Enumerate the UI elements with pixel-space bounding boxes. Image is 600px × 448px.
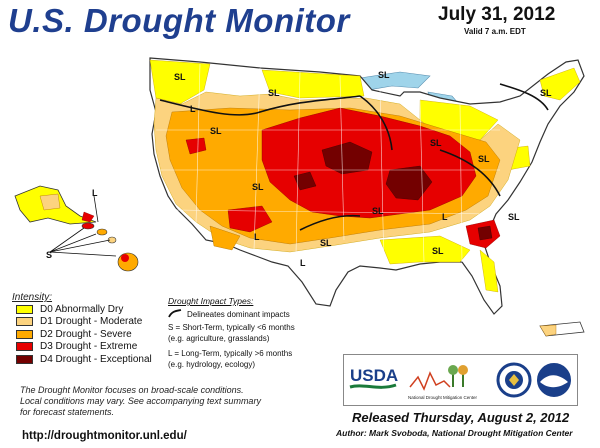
map-date: July 31, 2012: [438, 4, 556, 25]
map-label-sl: SL: [210, 126, 222, 136]
legend-label: D2 Drought - Severe: [40, 328, 132, 340]
logos-svg: USDA National Drought Mitigation Center: [349, 362, 571, 400]
legend-swatch-d0: [16, 304, 33, 314]
impact-title: Drought Impact Types:: [168, 296, 254, 306]
long-term-example: (e.g. hydrology, ecology): [168, 360, 256, 369]
map-label-s: S: [46, 250, 52, 260]
impact-types: Drought Impact Types: Delineates dominan…: [168, 296, 338, 371]
website-link[interactable]: http://droughtmonitor.unl.edu/: [22, 430, 187, 442]
legend-label: D0 Abnormally Dry: [40, 303, 124, 315]
impact-lines: [159, 83, 549, 231]
usda-logo-text: USDA: [350, 366, 398, 385]
legend-item: D3 Drought - Extreme: [12, 341, 162, 354]
legend-label: D4 Drought - Exceptional: [40, 353, 152, 365]
map-label-sl: SL: [478, 154, 490, 164]
footnote: The Drought Monitor focuses on broad-sca…: [20, 385, 310, 418]
map-label-sl: SL: [174, 72, 186, 82]
map-label-l: L: [254, 232, 260, 242]
legend-title: Intensity:: [12, 292, 53, 303]
map-label-l: L: [442, 212, 448, 222]
agency-logos: USDA National Drought Mitigation Center: [343, 354, 578, 406]
ndmc-logo-text: National Drought Mitigation Center: [408, 395, 478, 400]
map-label-sl: SL: [320, 238, 332, 248]
hawaii: [49, 195, 139, 272]
map-label-l: L: [92, 188, 98, 198]
long-term-label: L = Long-Term, typically >6 months: [168, 349, 293, 358]
d4-areas: [293, 141, 493, 241]
puerto-rico: [539, 321, 585, 337]
footnote-line: The Drought Monitor focuses on broad-sca…: [20, 385, 244, 395]
alaska: [14, 185, 97, 225]
map-label-l: L: [190, 104, 196, 114]
intensity-legend: Intensity: D0 Abnormally Dry D1 Drought …: [12, 292, 162, 366]
map-label-l: L: [300, 258, 306, 268]
short-term-label: S = Short-Term, typically <6 months: [168, 323, 295, 332]
legend-label: D1 Drought - Moderate: [40, 316, 143, 328]
ndmc-logo: National Drought Mitigation Center: [408, 365, 478, 400]
page-title: U.S. Drought Monitor: [8, 2, 350, 39]
noaa-logo-icon: [537, 363, 571, 397]
commerce-seal-icon: [496, 362, 532, 398]
short-term-example: (e.g. agriculture, grasslands): [168, 334, 270, 343]
legend-item: D1 Drought - Moderate: [12, 316, 162, 329]
map-label-sl: SL: [372, 206, 384, 216]
legend-swatch-d2: [16, 329, 33, 339]
legend-swatch-d4: [16, 354, 33, 364]
map-label-sl: SL: [540, 88, 552, 98]
footnote-line: Local conditions may vary. See accompany…: [20, 396, 261, 406]
valid-time: Valid 7 a.m. EDT: [464, 27, 526, 36]
map-label-sl: SL: [268, 88, 280, 98]
legend-swatch-d3: [16, 342, 33, 352]
map-label-sl: SL: [378, 70, 390, 80]
d0-areas: [149, 59, 581, 293]
release-date: Released Thursday, August 2, 2012: [352, 410, 570, 425]
map-label-sl: SL: [252, 182, 264, 192]
delineation-label: Delineates dominant impacts: [187, 309, 290, 319]
delineation-line-icon: [168, 309, 182, 318]
map-label-sl: SL: [430, 138, 442, 148]
legend-label: D3 Drought - Extreme: [40, 341, 138, 353]
usda-logo: USDA: [349, 366, 398, 389]
map-label-sl: SL: [432, 246, 444, 256]
legend-swatch-d1: [16, 317, 33, 327]
legend-item: D4 Drought - Exceptional: [12, 353, 162, 366]
legend-item: D2 Drought - Severe: [12, 328, 162, 341]
footnote-line: for forecast statements.: [20, 407, 115, 417]
impact-delineation: Delineates dominant impacts: [168, 309, 338, 319]
legend-item: D0 Abnormally Dry: [12, 303, 162, 316]
map-label-sl: SL: [508, 212, 520, 222]
author-credit: Author: Mark Svoboda, National Drought M…: [336, 428, 573, 438]
state-borders: [156, 63, 500, 269]
